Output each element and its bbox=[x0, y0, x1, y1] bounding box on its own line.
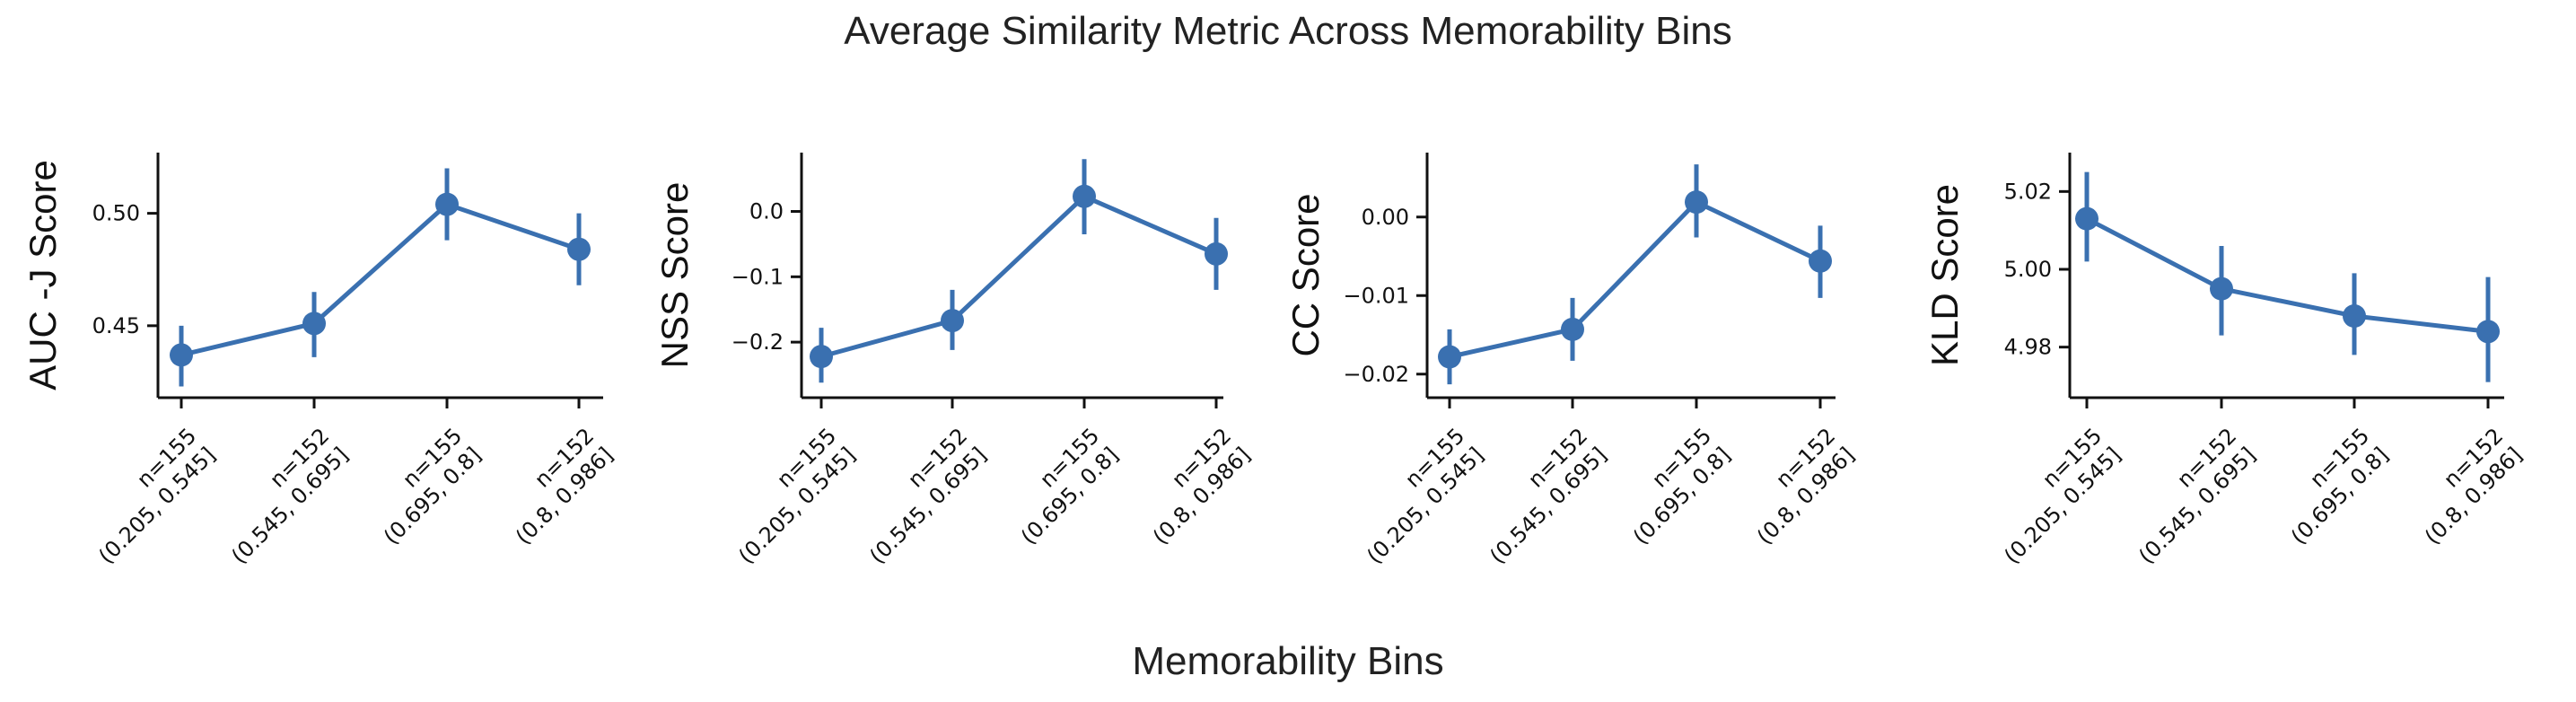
data-point bbox=[2075, 206, 2098, 231]
x-tick-label: n=155(0.205, 0.545] bbox=[74, 423, 220, 568]
data-point bbox=[567, 237, 591, 261]
data-point bbox=[2343, 304, 2366, 328]
data-point bbox=[435, 192, 459, 216]
x-tick-label: n=155(0.695, 0.8] bbox=[997, 423, 1124, 549]
x-tick-label: n=155(0.695, 0.8] bbox=[1609, 423, 1736, 549]
y-tick-label: 5.02 bbox=[2004, 179, 2052, 204]
x-tick-label: n=152(0.545, 0.695] bbox=[2115, 423, 2260, 568]
y-axis-label: CC Score bbox=[1284, 193, 1327, 356]
subplot-4: 5.02 5.00 4.98 KLD Score n=155(0.205, 0.545]… bbox=[1923, 153, 2527, 569]
series-line bbox=[820, 193, 1217, 359]
figure-title: Average Similarity Metric Across Memorab… bbox=[844, 9, 1732, 53]
x-tick-label: n=152(0.545, 0.695] bbox=[846, 423, 991, 568]
y-tick-label: 4.98 bbox=[2004, 335, 2052, 360]
data-point bbox=[810, 345, 833, 369]
y-tick-label: 0.0 bbox=[749, 199, 784, 224]
series-line bbox=[2085, 216, 2489, 334]
data-point bbox=[2210, 276, 2233, 301]
x-tick-label: n=152(0.545, 0.695] bbox=[207, 423, 353, 568]
y-tick-label: −0.01 bbox=[1343, 283, 1409, 308]
series-line bbox=[1449, 199, 1822, 359]
data-point bbox=[1561, 317, 1584, 341]
y-tick-label: −0.1 bbox=[732, 264, 784, 289]
y-tick-label: −0.2 bbox=[732, 329, 784, 355]
data-point bbox=[2476, 320, 2500, 344]
data-point bbox=[1685, 190, 1708, 215]
y-axis-label: AUC -J Score bbox=[22, 160, 64, 390]
data-point bbox=[1438, 345, 1461, 369]
y-tick-label: −0.02 bbox=[1343, 362, 1409, 387]
x-tick-label: n=152(0.8, 0.986] bbox=[1733, 423, 1860, 549]
data-point bbox=[302, 312, 326, 336]
data-point bbox=[1073, 184, 1096, 208]
y-axis-label: NSS Score bbox=[653, 182, 696, 369]
y-tick-label: 5.00 bbox=[2004, 257, 2052, 282]
x-tick-label: n=155(0.695, 0.8] bbox=[2267, 423, 2394, 549]
x-tick-label: n=155(0.695, 0.8] bbox=[360, 423, 486, 549]
x-tick-label: n=155(0.205, 0.545] bbox=[714, 423, 860, 568]
data-point bbox=[1809, 249, 1832, 273]
data-point bbox=[170, 343, 193, 367]
y-tick-label: 0.00 bbox=[1362, 205, 1409, 230]
x-tick-label: n=155(0.205, 0.545] bbox=[1343, 423, 1488, 568]
y-tick-label: 0.50 bbox=[92, 201, 140, 226]
series-line bbox=[180, 201, 580, 357]
x-tick-label: n=155(0.205, 0.545] bbox=[1980, 423, 2125, 568]
x-tick-label: n=152(0.8, 0.986] bbox=[1129, 423, 1256, 549]
data-point bbox=[941, 309, 964, 333]
data-point bbox=[1205, 241, 1228, 266]
y-axis-label: KLD Score bbox=[1923, 184, 1966, 366]
subplot-3: 0.00 −0.01 −0.02 CC Score n=155(0.205, 0.545… bbox=[1284, 153, 1859, 569]
x-tick-label: n=152(0.8, 0.986] bbox=[2401, 423, 2528, 549]
x-tick-label: n=152(0.545, 0.695] bbox=[1466, 423, 1611, 568]
figure-xlabel: Memorability Bins bbox=[1132, 639, 1444, 683]
x-tick-label: n=152(0.8, 0.986] bbox=[492, 423, 618, 549]
y-tick-label: 0.45 bbox=[92, 313, 140, 338]
